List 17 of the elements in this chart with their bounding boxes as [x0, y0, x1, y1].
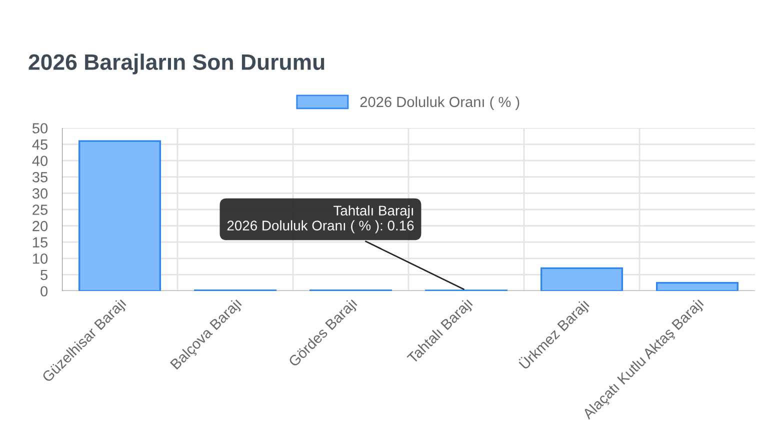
- bar: [78, 140, 162, 291]
- y-tick-label: 25: [32, 204, 48, 215]
- y-tick-label: 45: [32, 140, 48, 150]
- y-tick-label: 10: [33, 254, 48, 264]
- annotation: Tahtalı Barajı 2026 Doluluk Oranı ( % ): 0.16: [227, 205, 414, 234]
- bar: [656, 282, 739, 291]
- legend-label: 2026 Doluluk Oranı ( % ): [360, 96, 520, 110]
- y-tick-label: 40: [32, 156, 48, 166]
- y-tick-label: 50: [32, 123, 48, 134]
- y-tick-label: 15: [33, 237, 48, 248]
- y-tick-label: 30: [32, 188, 48, 199]
- y-tick-label: 0: [40, 286, 48, 296]
- bar: [540, 267, 624, 291]
- y-tick-label: 20: [32, 220, 48, 232]
- y-tick-label: 5: [40, 270, 48, 280]
- chart-title: 2026 Barajların Son Durumu: [28, 54, 324, 74]
- y-tick-label: 35: [32, 172, 48, 182]
